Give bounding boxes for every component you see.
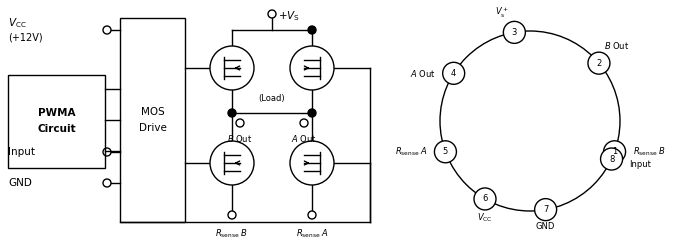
Text: Input: Input: [629, 159, 651, 168]
Text: GND: GND: [8, 178, 32, 188]
Text: MOS: MOS: [141, 107, 164, 117]
Text: $V_{\rm CC}$: $V_{\rm CC}$: [8, 16, 26, 30]
Circle shape: [534, 199, 557, 221]
Circle shape: [308, 109, 316, 117]
Text: 6: 6: [482, 194, 488, 204]
Circle shape: [290, 46, 334, 90]
Text: $+V_{\rm S}$: $+V_{\rm S}$: [278, 9, 300, 23]
Text: 2: 2: [596, 59, 602, 68]
Circle shape: [308, 26, 316, 34]
Text: Circuit: Circuit: [37, 124, 76, 135]
Text: Drive: Drive: [139, 123, 166, 133]
Circle shape: [210, 141, 254, 185]
Bar: [8, 75, 105, 168]
Circle shape: [503, 21, 526, 43]
Text: $R_{\rm sense}$ $A$: $R_{\rm sense}$ $A$: [295, 228, 329, 241]
Circle shape: [435, 141, 456, 163]
Circle shape: [228, 109, 236, 117]
Circle shape: [474, 188, 496, 210]
Text: 4: 4: [451, 69, 456, 78]
Text: $A$ Out: $A$ Out: [410, 68, 436, 79]
Text: $V_{\rm s}^+$: $V_{\rm s}^+$: [496, 6, 509, 20]
Circle shape: [588, 52, 610, 74]
Text: GND: GND: [536, 222, 555, 231]
Text: 7: 7: [543, 205, 549, 214]
Circle shape: [290, 141, 334, 185]
Bar: [120, 18, 185, 222]
Circle shape: [443, 62, 464, 84]
Circle shape: [604, 141, 625, 163]
Text: $R_{\rm sense}$ $B$: $R_{\rm sense}$ $B$: [633, 145, 665, 158]
Text: PWMA: PWMA: [38, 108, 75, 119]
Circle shape: [600, 148, 623, 170]
Text: $B$ Out: $B$ Out: [227, 133, 253, 144]
Text: (+12V): (+12V): [8, 33, 43, 43]
Circle shape: [210, 46, 254, 90]
Text: (Load): (Load): [259, 93, 285, 103]
Text: 8: 8: [609, 155, 614, 164]
Text: $B$ Out: $B$ Out: [604, 39, 629, 51]
Text: 3: 3: [512, 28, 517, 37]
Text: 5: 5: [443, 147, 448, 156]
Text: 1: 1: [612, 147, 617, 156]
Text: $A$ Out: $A$ Out: [291, 133, 317, 144]
Text: $V_{\rm CC}$: $V_{\rm CC}$: [477, 212, 493, 224]
Text: $R_{\rm sense}$ $B$: $R_{\rm sense}$ $B$: [215, 228, 249, 241]
Text: Input: Input: [8, 147, 35, 157]
Text: $R_{\rm sense}$ $A$: $R_{\rm sense}$ $A$: [394, 145, 427, 158]
